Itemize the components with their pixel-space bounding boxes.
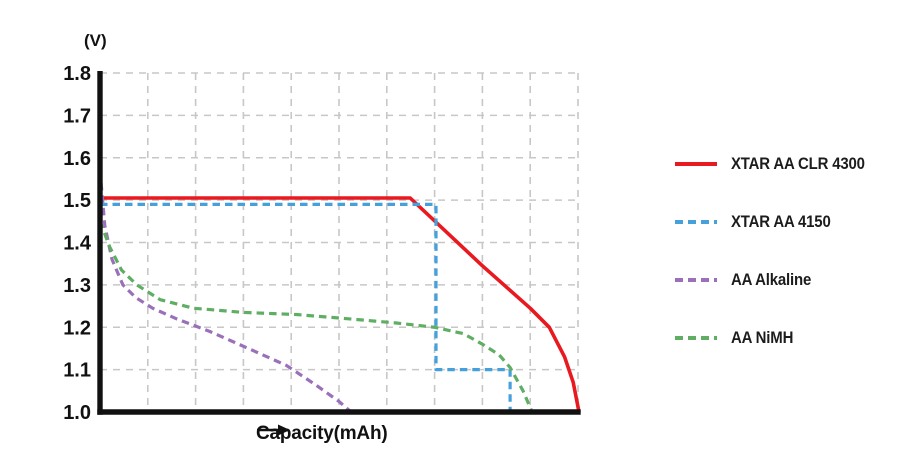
legend-swatch	[675, 162, 717, 166]
legend-item: XTAR AA CLR 4300	[675, 154, 883, 174]
y-tick-label: 1.5	[63, 190, 91, 212]
series-line-xtar-aa-clr-4300	[100, 196, 581, 413]
series-line-aa-nimh	[98, 220, 534, 413]
legend-label: AA NiMH	[731, 328, 794, 347]
y-tick-label: 1.3	[63, 275, 91, 297]
legend-swatch	[675, 336, 717, 340]
y-axis-unit-label: (V)	[84, 31, 107, 50]
legend-label: XTAR AA 4150	[731, 212, 831, 231]
legend-item: XTAR AA 4150	[675, 212, 883, 232]
x-axis-label-text: Capacity(mAh)	[256, 423, 388, 444]
x-axis-label: Capacity(mAh)	[256, 423, 388, 445]
series-line-aa-alkaline	[98, 170, 353, 414]
y-tick-label: 1.6	[63, 148, 91, 170]
legend-swatch	[675, 220, 717, 224]
right-arrow-icon	[257, 424, 290, 436]
y-tick-label: 1.8	[63, 63, 91, 85]
y-tick-label: 1.7	[63, 105, 91, 127]
legend-item: AA NiMH	[675, 328, 883, 348]
legend-swatch	[675, 278, 717, 282]
legend-label: AA Alkaline	[731, 270, 812, 289]
y-tick-label: 1.4	[63, 233, 92, 255]
chart-legend: XTAR AA CLR 4300 XTAR AA 4150 AA Alkaline A…	[675, 154, 883, 348]
y-tick-label: 1.0	[63, 402, 91, 424]
legend-label: XTAR AA CLR 4300	[731, 154, 865, 173]
series-line-xtar-aa-4150	[100, 202, 512, 412]
legend-item: AA Alkaline	[675, 270, 883, 290]
y-tick-label: 1.1	[63, 360, 91, 382]
y-tick-label: 1.2	[63, 317, 91, 339]
